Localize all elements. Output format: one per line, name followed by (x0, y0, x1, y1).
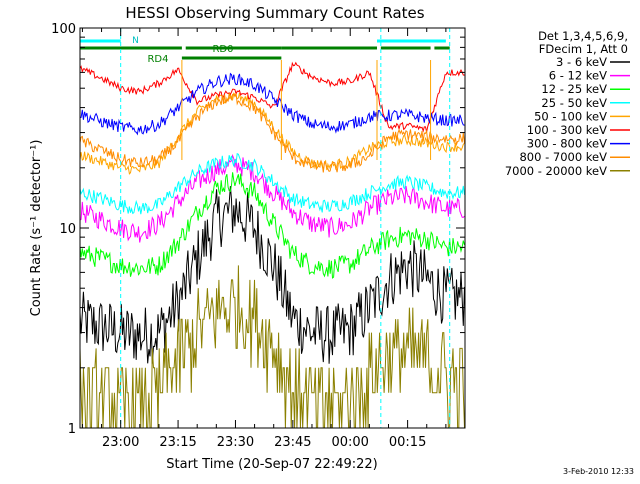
x-tick-label: 00:15 (389, 435, 426, 450)
observing-status-bars: N RD0 RD4 (80, 36, 450, 65)
series-line-4 (80, 152, 465, 215)
legend-entry-label: 100 - 300 keV (527, 123, 607, 137)
night-label: N (132, 36, 139, 46)
x-axis: 23:00 23:15 23:30 23:45 00:00 00:15 (81, 28, 447, 450)
legend-entry-label: 25 - 50 keV (541, 96, 607, 110)
series-line-6 (80, 61, 465, 133)
legend-entry-label: 50 - 100 keV (534, 109, 607, 123)
x-tick-label: 00:00 (331, 435, 368, 450)
y-axis: 1 10 100 (51, 22, 465, 437)
date-stamp: 3-Feb-2010 12:33 (563, 467, 634, 476)
legend-entry-label: 3 - 6 keV (556, 55, 607, 69)
series-line-2 (80, 153, 465, 243)
rd0-label: RD0 (212, 44, 233, 55)
chart-title: HESSI Observing Summary Count Rates (125, 4, 424, 22)
series-line-5 (80, 92, 465, 175)
legend-entry-label: 6 - 12 keV (549, 69, 607, 83)
legend: Det 1,3,4,5,6,9, FDecim 1, Att 0 3 - 6 k… (505, 29, 630, 178)
x-tick-label: 23:00 (102, 435, 139, 450)
x-tick-label: 23:45 (274, 435, 311, 450)
x-tick-label: 23:15 (159, 435, 196, 450)
legend-entry-label: 12 - 25 keV (541, 82, 607, 96)
legend-entry-label: 300 - 800 keV (527, 137, 607, 151)
series-line-7 (80, 72, 465, 136)
rd4-label: RD4 (147, 54, 168, 65)
y-tick-label: 10 (59, 222, 76, 237)
series-line-9 (80, 265, 465, 428)
series-layer (80, 61, 465, 428)
y-axis-label: Count Rate (s⁻¹ detector⁻¹) (29, 140, 44, 317)
legend-entry-label: 7000 - 20000 keV (505, 164, 607, 178)
series-line-8 (80, 92, 465, 173)
x-axis-label: Start Time (20-Sep-07 22:49:22) (166, 457, 377, 472)
legend-header-line-2: FDecim 1, Att 0 (539, 42, 628, 56)
legend-entry-label: 800 - 7000 keV (519, 150, 607, 164)
saa-markers (120, 28, 451, 428)
series-line-1 (80, 186, 465, 364)
series-line-3 (80, 172, 465, 279)
x-tick-label: 23:30 (217, 435, 254, 450)
y-tick-label: 100 (51, 22, 76, 37)
y-tick-label: 1 (68, 422, 76, 437)
legend-header-line-1: Det 1,3,4,5,6,9, (538, 29, 628, 43)
